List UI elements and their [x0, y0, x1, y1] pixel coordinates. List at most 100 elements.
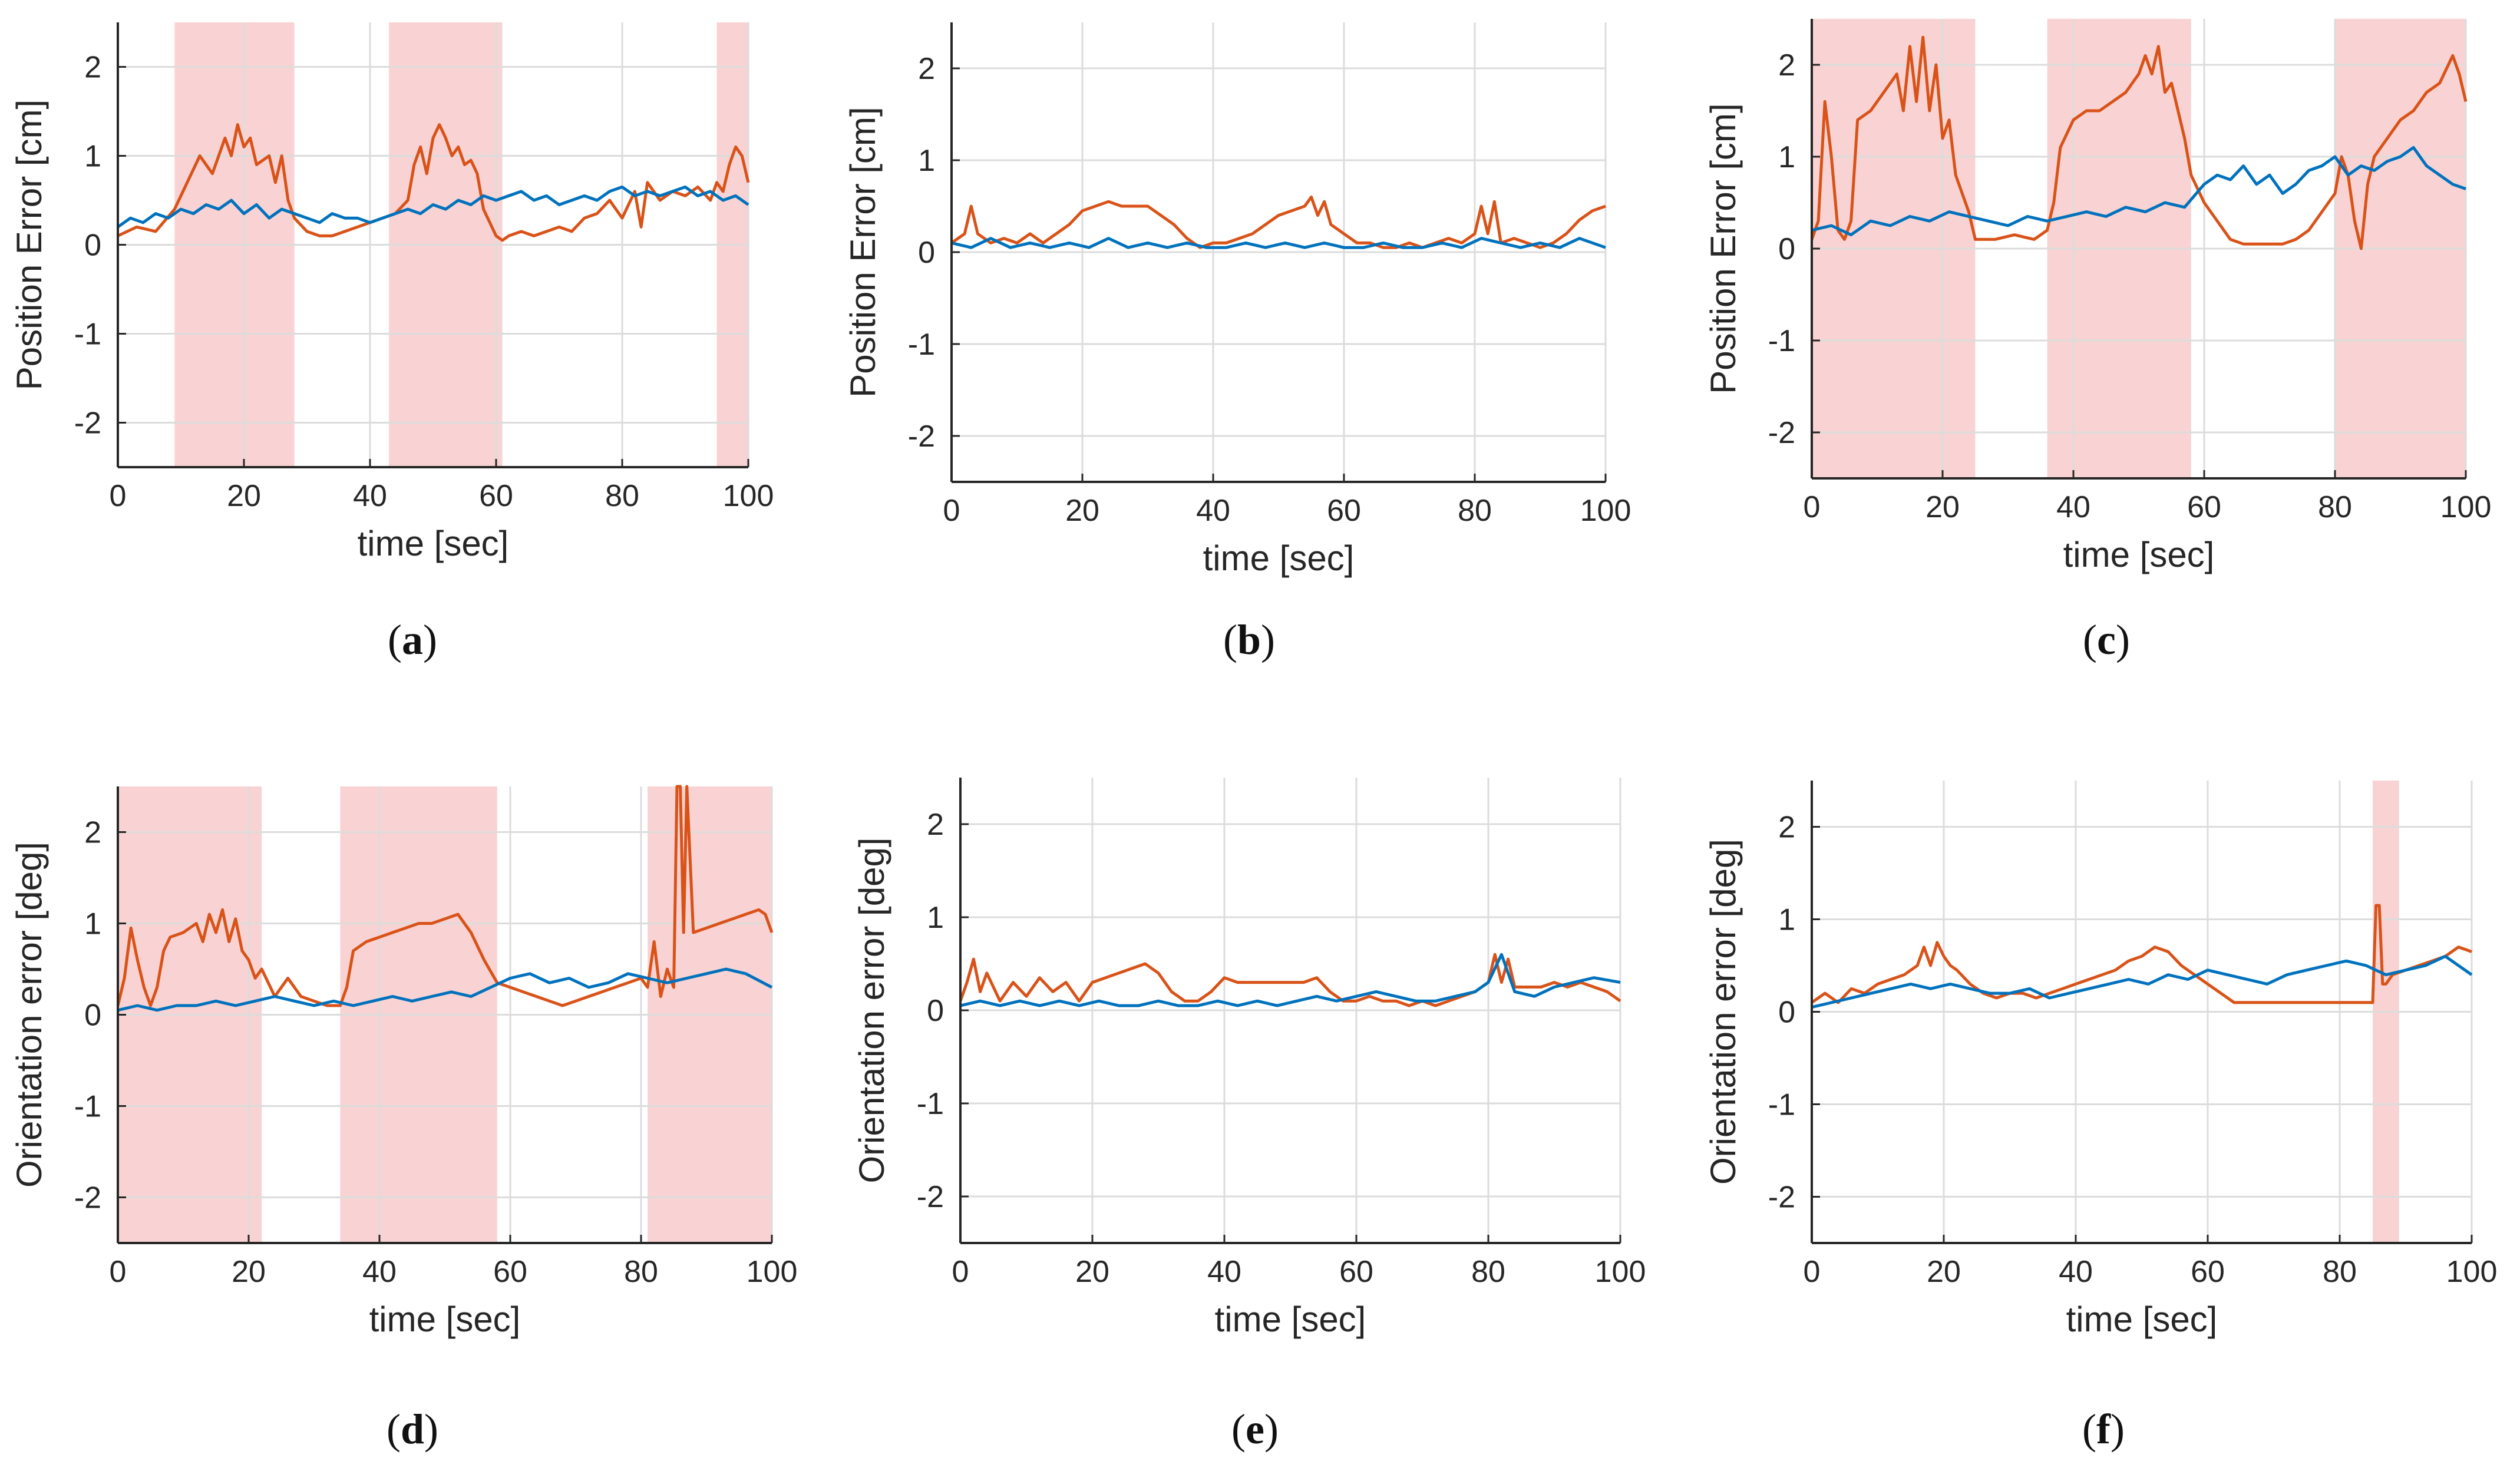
- x-tick-label: 80: [2323, 1255, 2357, 1289]
- caption-letter: c: [2097, 616, 2116, 663]
- y-tick-label: 0: [918, 236, 935, 270]
- x-tick-label: 0: [952, 1255, 969, 1289]
- x-tick-label: 0: [1804, 490, 1821, 524]
- x-tick-label: 20: [1925, 490, 1960, 524]
- caption-letter: e: [1246, 1406, 1264, 1453]
- series-line-blue: [117, 185, 749, 229]
- y-tick-label: 0: [1778, 996, 1795, 1030]
- caption-letter: b: [1237, 616, 1261, 663]
- y-tick-label: -1: [917, 1087, 944, 1121]
- y-axis-label: Orientation error [deg]: [9, 842, 49, 1188]
- series-line-orange: [950, 195, 1606, 249]
- x-tick-label: 100: [1595, 1255, 1646, 1289]
- x-tick-label: 0: [110, 1255, 127, 1289]
- y-tick-label: -1: [1768, 1088, 1795, 1122]
- y-tick-label: 2: [927, 808, 944, 842]
- y-axis-label: Position Error [cm]: [9, 100, 49, 390]
- panel-b: 0 20 40 60 80 100 -2 -1 0 1 2 time [sec] Position Er…: [843, 22, 1631, 663]
- x-tick-label: 40: [2056, 490, 2090, 524]
- series-line-blue: [1811, 954, 2473, 1009]
- x-tick-label: 40: [362, 1255, 397, 1289]
- panel-d: 0 20 40 60 80 100 -2 -1 0 1 2 time [sec] Orientation…: [9, 785, 798, 1453]
- y-tick-label: -2: [74, 406, 101, 441]
- y-tick-label: 1: [1778, 140, 1795, 174]
- y-tick-label: -2: [917, 1180, 944, 1214]
- x-tick-label: 20: [1065, 494, 1099, 528]
- y-tick-label: -1: [74, 318, 101, 352]
- panel-f: 0 20 40 60 80 100 -2 -1 0 1 2 time [sec] Orientation…: [1703, 781, 2497, 1453]
- panel-caption: (b): [1223, 616, 1275, 663]
- y-tick-label: 2: [1778, 48, 1795, 82]
- y-tick-label: -1: [74, 1090, 101, 1124]
- panel-caption: (a): [388, 616, 437, 663]
- y-axis-label: Position Error [cm]: [1703, 103, 1743, 394]
- y-tick-label: 1: [918, 144, 935, 178]
- x-tick-label: 80: [605, 479, 639, 513]
- x-tick-label: 100: [2446, 1255, 2498, 1289]
- x-tick-label: 100: [747, 1255, 798, 1289]
- x-tick-label: 20: [232, 1255, 266, 1289]
- y-tick-label: 2: [918, 52, 935, 86]
- y-axis-label: Position Error [cm]: [843, 107, 883, 397]
- caption-letter: f: [2096, 1406, 2111, 1453]
- caption-letter: a: [402, 616, 423, 663]
- panel-caption: (e): [1231, 1406, 1279, 1453]
- y-tick-label: 1: [84, 907, 101, 941]
- x-axis-label: time [sec]: [369, 1300, 521, 1339]
- series-line-blue: [951, 237, 1606, 249]
- x-axis-label: time [sec]: [2063, 535, 2215, 574]
- x-axis-label: time [sec]: [358, 524, 509, 563]
- x-tick-label: 80: [1458, 494, 1492, 528]
- x-tick-label: 20: [1075, 1255, 1109, 1289]
- y-tick-label: -2: [1768, 1181, 1795, 1215]
- panel-caption: (d): [387, 1406, 438, 1453]
- x-tick-label: 40: [2059, 1255, 2093, 1289]
- y-tick-label: 1: [1778, 903, 1795, 937]
- x-tick-label: 0: [943, 494, 960, 528]
- x-tick-label: 60: [1339, 1255, 1373, 1289]
- y-tick-label: 0: [84, 229, 101, 263]
- series-line-orange: [1811, 904, 2472, 1004]
- caption-letter: d: [401, 1406, 424, 1453]
- x-tick-label: 20: [1927, 1255, 1961, 1289]
- panel-e: 0 20 40 60 80 100 -2 -1 0 1 2 time [sec] Orientation…: [852, 778, 1646, 1453]
- x-tick-label: 80: [624, 1255, 658, 1289]
- x-tick-label: 40: [353, 479, 387, 513]
- y-tick-label: 0: [927, 994, 944, 1028]
- y-tick-label: -2: [74, 1181, 101, 1215]
- x-tick-label: 60: [479, 479, 513, 513]
- y-tick-label: 2: [1778, 811, 1795, 845]
- series-line-blue: [960, 953, 1621, 1007]
- x-tick-label: 100: [1580, 494, 1631, 528]
- x-tick-label: 80: [2318, 490, 2352, 524]
- x-tick-label: 20: [227, 479, 261, 513]
- y-tick-label: -1: [908, 328, 935, 362]
- x-tick-label: 40: [1196, 494, 1230, 528]
- x-tick-label: 100: [2440, 490, 2492, 524]
- series-line-blue: [1811, 146, 2466, 237]
- y-tick-label: 0: [1778, 232, 1795, 266]
- x-tick-label: 60: [1327, 494, 1361, 528]
- x-axis-label: time [sec]: [1215, 1300, 1366, 1339]
- x-tick-label: 60: [493, 1255, 527, 1289]
- x-axis-label: time [sec]: [1203, 538, 1355, 578]
- series-line-orange: [116, 785, 774, 1007]
- y-tick-label: 0: [84, 999, 101, 1033]
- y-tick-label: 2: [84, 816, 101, 850]
- y-tick-label: 2: [84, 51, 101, 85]
- x-tick-label: 100: [723, 479, 774, 513]
- panel-c: 0 20 40 60 80 100 -2 -1 0 1 2 time [sec] Position Er…: [1703, 19, 2491, 663]
- y-axis-label: Orientation error [deg]: [852, 838, 891, 1184]
- x-tick-label: 80: [1471, 1255, 1505, 1289]
- series-line-orange: [1810, 35, 2468, 250]
- panel-caption: (c): [2083, 616, 2130, 663]
- y-tick-label: -2: [908, 419, 935, 454]
- x-tick-label: 0: [110, 479, 127, 513]
- series-line-orange: [959, 953, 1621, 1007]
- panel-caption: (f): [2082, 1406, 2125, 1453]
- x-tick-label: 60: [2191, 1255, 2225, 1289]
- y-tick-label: -1: [1768, 324, 1795, 358]
- y-axis-label: Orientation error [deg]: [1703, 839, 1743, 1185]
- x-tick-label: 40: [1207, 1255, 1241, 1289]
